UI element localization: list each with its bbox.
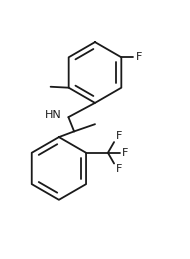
Text: F: F [136, 52, 142, 62]
Text: F: F [122, 148, 128, 158]
Text: F: F [116, 164, 122, 174]
Text: HN: HN [45, 110, 62, 120]
Text: F: F [116, 131, 122, 141]
